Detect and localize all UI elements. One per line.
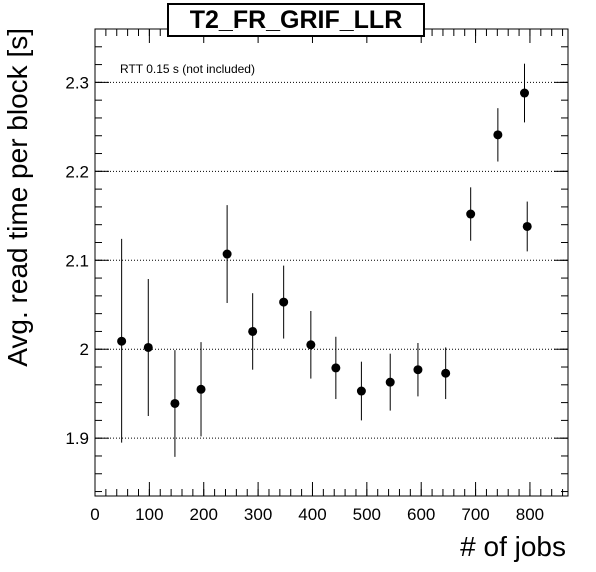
x-tick-label: 500 [353,505,381,524]
data-point [441,368,451,378]
x-axis-title: # of jobs [460,531,566,562]
y-axis-title: Avg. read time per block [s] [2,28,33,367]
x-tick-label: 400 [298,505,326,524]
x-tick-label: 200 [190,505,218,524]
x-tick-label: 600 [407,505,435,524]
x-tick-label: 800 [516,505,544,524]
data-point [170,398,180,408]
y-tick-label: 2 [80,340,89,359]
data-point [493,130,503,140]
x-tick-label: 0 [90,505,99,524]
data-points [117,63,532,457]
data-point [222,249,232,259]
plot-frame [94,28,569,497]
chart-title: T2_FR_GRIF_LLR [167,3,425,37]
data-point [466,209,476,219]
data-point [331,363,341,373]
tick-labels: 1.9 2 2.1 2.2 2.3 0 100 200 300 400 500 600 700 800 [65,73,544,524]
data-point [117,336,127,346]
data-point [196,384,206,394]
data-point [385,377,395,387]
y-tick-label: 2.1 [65,251,89,270]
data-point [143,342,153,352]
x-tick-label: 300 [244,505,272,524]
data-point [306,340,316,350]
y-tick-label: 2.2 [65,162,89,181]
x-tick-label: 100 [135,505,163,524]
data-point [356,386,366,396]
data-point [522,221,532,231]
rtt-annotation: RTT 0.15 s (not included) [120,62,255,76]
data-point [413,365,423,375]
grid-lines [95,81,568,439]
x-tick-label: 700 [461,505,489,524]
data-point [520,88,530,98]
y-tick-label: 2.3 [65,73,89,92]
y-tick-label: 1.9 [65,429,89,448]
data-point [279,297,289,307]
data-point [248,326,258,336]
axis-ticks [94,29,568,496]
